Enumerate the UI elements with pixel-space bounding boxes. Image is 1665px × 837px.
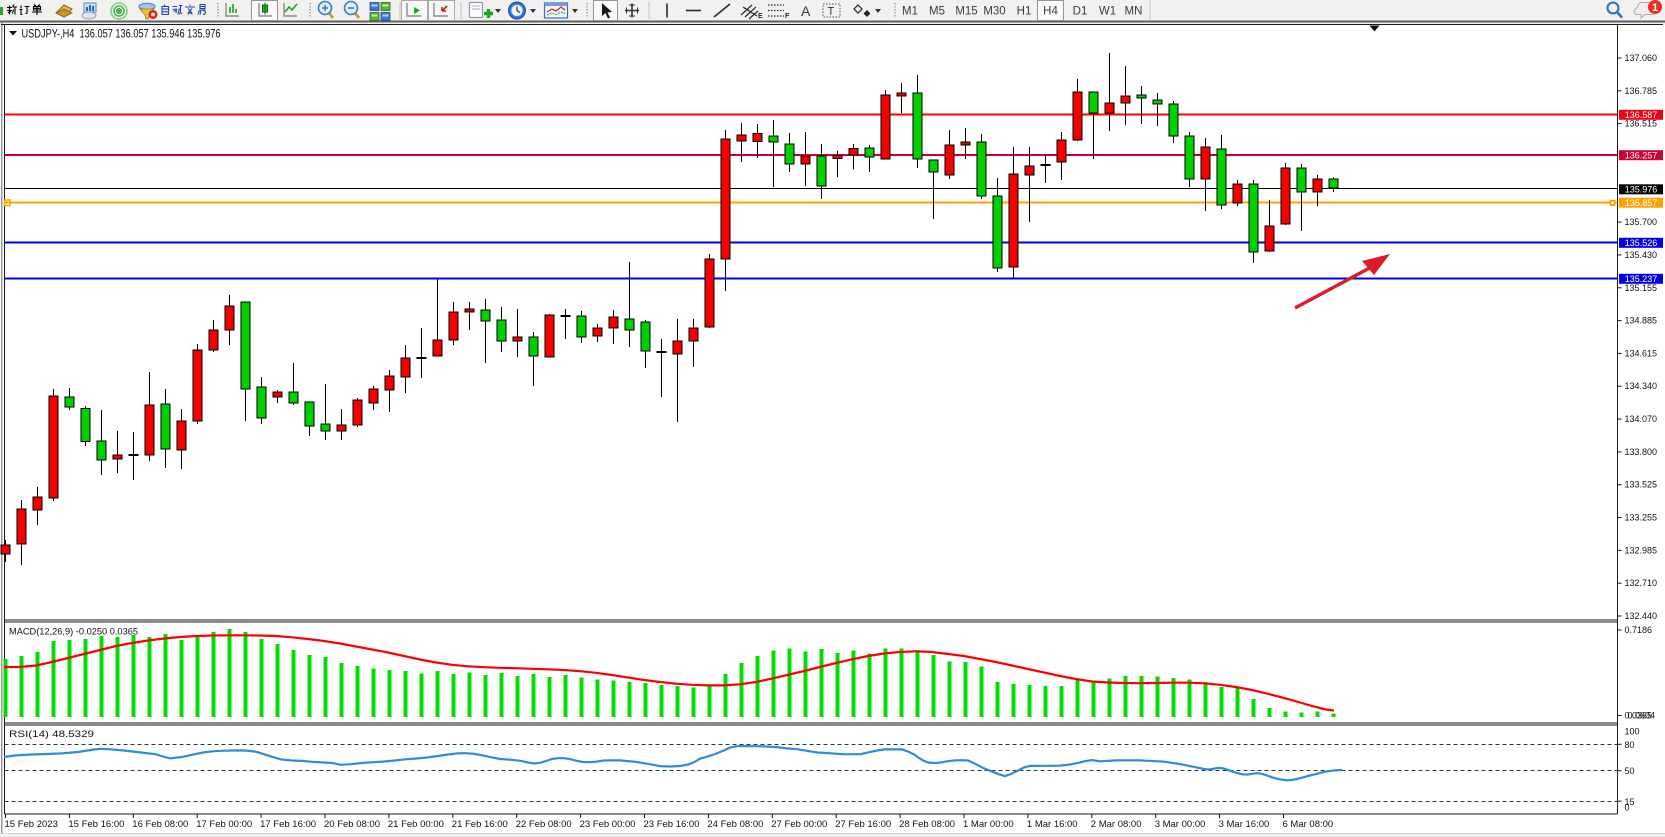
svg-text:134.615: 134.615 bbox=[1625, 348, 1658, 358]
svg-text:0: 0 bbox=[1625, 802, 1630, 812]
svg-text:135.430: 135.430 bbox=[1625, 250, 1658, 260]
svg-text:135.976: 135.976 bbox=[1625, 185, 1658, 195]
svg-text:0.0365: 0.0365 bbox=[1625, 711, 1653, 721]
svg-text:137.060: 137.060 bbox=[1625, 53, 1658, 63]
svg-text:132.985: 132.985 bbox=[1625, 545, 1658, 555]
svg-text:3 Mar 16:00: 3 Mar 16:00 bbox=[1219, 819, 1270, 830]
svg-text:0.0604: 0.0604 bbox=[1628, 711, 1656, 721]
svg-text:136.785: 136.785 bbox=[1625, 86, 1658, 96]
svg-text:134.070: 134.070 bbox=[1625, 414, 1658, 424]
svg-text:15 Feb 2023: 15 Feb 2023 bbox=[5, 819, 58, 830]
svg-text:M30: M30 bbox=[983, 6, 1005, 18]
svg-text:27 Feb 16:00: 27 Feb 16:00 bbox=[835, 819, 891, 830]
svg-text:132.440: 132.440 bbox=[1625, 611, 1658, 621]
svg-text:MN: MN bbox=[1125, 6, 1143, 18]
svg-text:E: E bbox=[758, 13, 763, 20]
svg-text:F: F bbox=[785, 13, 790, 20]
svg-text:134.340: 134.340 bbox=[1625, 381, 1658, 391]
svg-text:T: T bbox=[828, 6, 835, 18]
svg-text:1 Mar 16:00: 1 Mar 16:00 bbox=[1027, 819, 1078, 830]
svg-text:1 Mar 00:00: 1 Mar 00:00 bbox=[963, 819, 1014, 830]
svg-text:3 Mar 00:00: 3 Mar 00:00 bbox=[1155, 819, 1206, 830]
svg-text:W1: W1 bbox=[1099, 6, 1116, 18]
svg-text:6 Mar 08:00: 6 Mar 08:00 bbox=[1283, 819, 1334, 830]
svg-text:RSI(14) 48.5329: RSI(14) 48.5329 bbox=[9, 729, 94, 740]
svg-text:135.857: 135.857 bbox=[1625, 198, 1658, 208]
svg-text:M15: M15 bbox=[955, 6, 977, 18]
svg-text:80: 80 bbox=[1625, 740, 1635, 750]
svg-text:23 Feb 00:00: 23 Feb 00:00 bbox=[580, 819, 636, 830]
svg-text:135.155: 135.155 bbox=[1625, 283, 1658, 293]
svg-text:135.700: 135.700 bbox=[1625, 217, 1658, 227]
svg-text:133.800: 133.800 bbox=[1625, 447, 1658, 457]
svg-text:133.255: 133.255 bbox=[1625, 513, 1658, 523]
svg-text:50: 50 bbox=[1625, 766, 1635, 776]
svg-text:132.710: 132.710 bbox=[1625, 578, 1658, 588]
svg-text:17 Feb 16:00: 17 Feb 16:00 bbox=[260, 819, 316, 830]
svg-text:0.7186: 0.7186 bbox=[1625, 625, 1653, 635]
svg-text:136.257: 136.257 bbox=[1625, 150, 1658, 160]
svg-text:15 Feb 16:00: 15 Feb 16:00 bbox=[68, 819, 124, 830]
svg-text:MACD(12,26,9) -0.0250 0.0365: MACD(12,26,9) -0.0250 0.0365 bbox=[9, 627, 138, 638]
svg-text:M1: M1 bbox=[902, 6, 918, 18]
svg-text:D1: D1 bbox=[1073, 6, 1088, 18]
svg-text:16 Feb 08:00: 16 Feb 08:00 bbox=[132, 819, 188, 830]
svg-text:136.515: 136.515 bbox=[1625, 119, 1658, 129]
svg-text:2 Mar 08:00: 2 Mar 08:00 bbox=[1091, 819, 1142, 830]
svg-text:24 Feb 08:00: 24 Feb 08:00 bbox=[707, 819, 763, 830]
svg-text:135.237: 135.237 bbox=[1625, 274, 1658, 284]
svg-text:15: 15 bbox=[1625, 797, 1635, 807]
svg-text:134.885: 134.885 bbox=[1625, 316, 1658, 326]
svg-text:135.526: 135.526 bbox=[1625, 238, 1658, 248]
svg-text:H1: H1 bbox=[1017, 6, 1032, 18]
svg-text:100: 100 bbox=[1625, 727, 1640, 737]
svg-text:20 Feb 08:00: 20 Feb 08:00 bbox=[324, 819, 380, 830]
svg-text:23 Feb 16:00: 23 Feb 16:00 bbox=[644, 819, 700, 830]
svg-text:21 Feb 00:00: 21 Feb 00:00 bbox=[388, 819, 444, 830]
svg-text:27 Feb 00:00: 27 Feb 00:00 bbox=[771, 819, 827, 830]
svg-text:1: 1 bbox=[1652, 2, 1658, 14]
svg-text:M5: M5 bbox=[929, 6, 945, 18]
svg-text:A: A bbox=[801, 3, 811, 19]
svg-text:136.587: 136.587 bbox=[1625, 110, 1658, 120]
svg-text:USDJPY-,H4 136.057 136.057 13: USDJPY-,H4 136.057 136.057 135.946 135.9… bbox=[22, 29, 221, 41]
svg-text:21 Feb 16:00: 21 Feb 16:00 bbox=[452, 819, 508, 830]
svg-text:28 Feb 08:00: 28 Feb 08:00 bbox=[899, 819, 955, 830]
svg-text:22 Feb 08:00: 22 Feb 08:00 bbox=[516, 819, 572, 830]
svg-text:H4: H4 bbox=[1043, 6, 1058, 18]
svg-text:17 Feb 00:00: 17 Feb 00:00 bbox=[196, 819, 252, 830]
svg-text:133.525: 133.525 bbox=[1625, 480, 1658, 490]
